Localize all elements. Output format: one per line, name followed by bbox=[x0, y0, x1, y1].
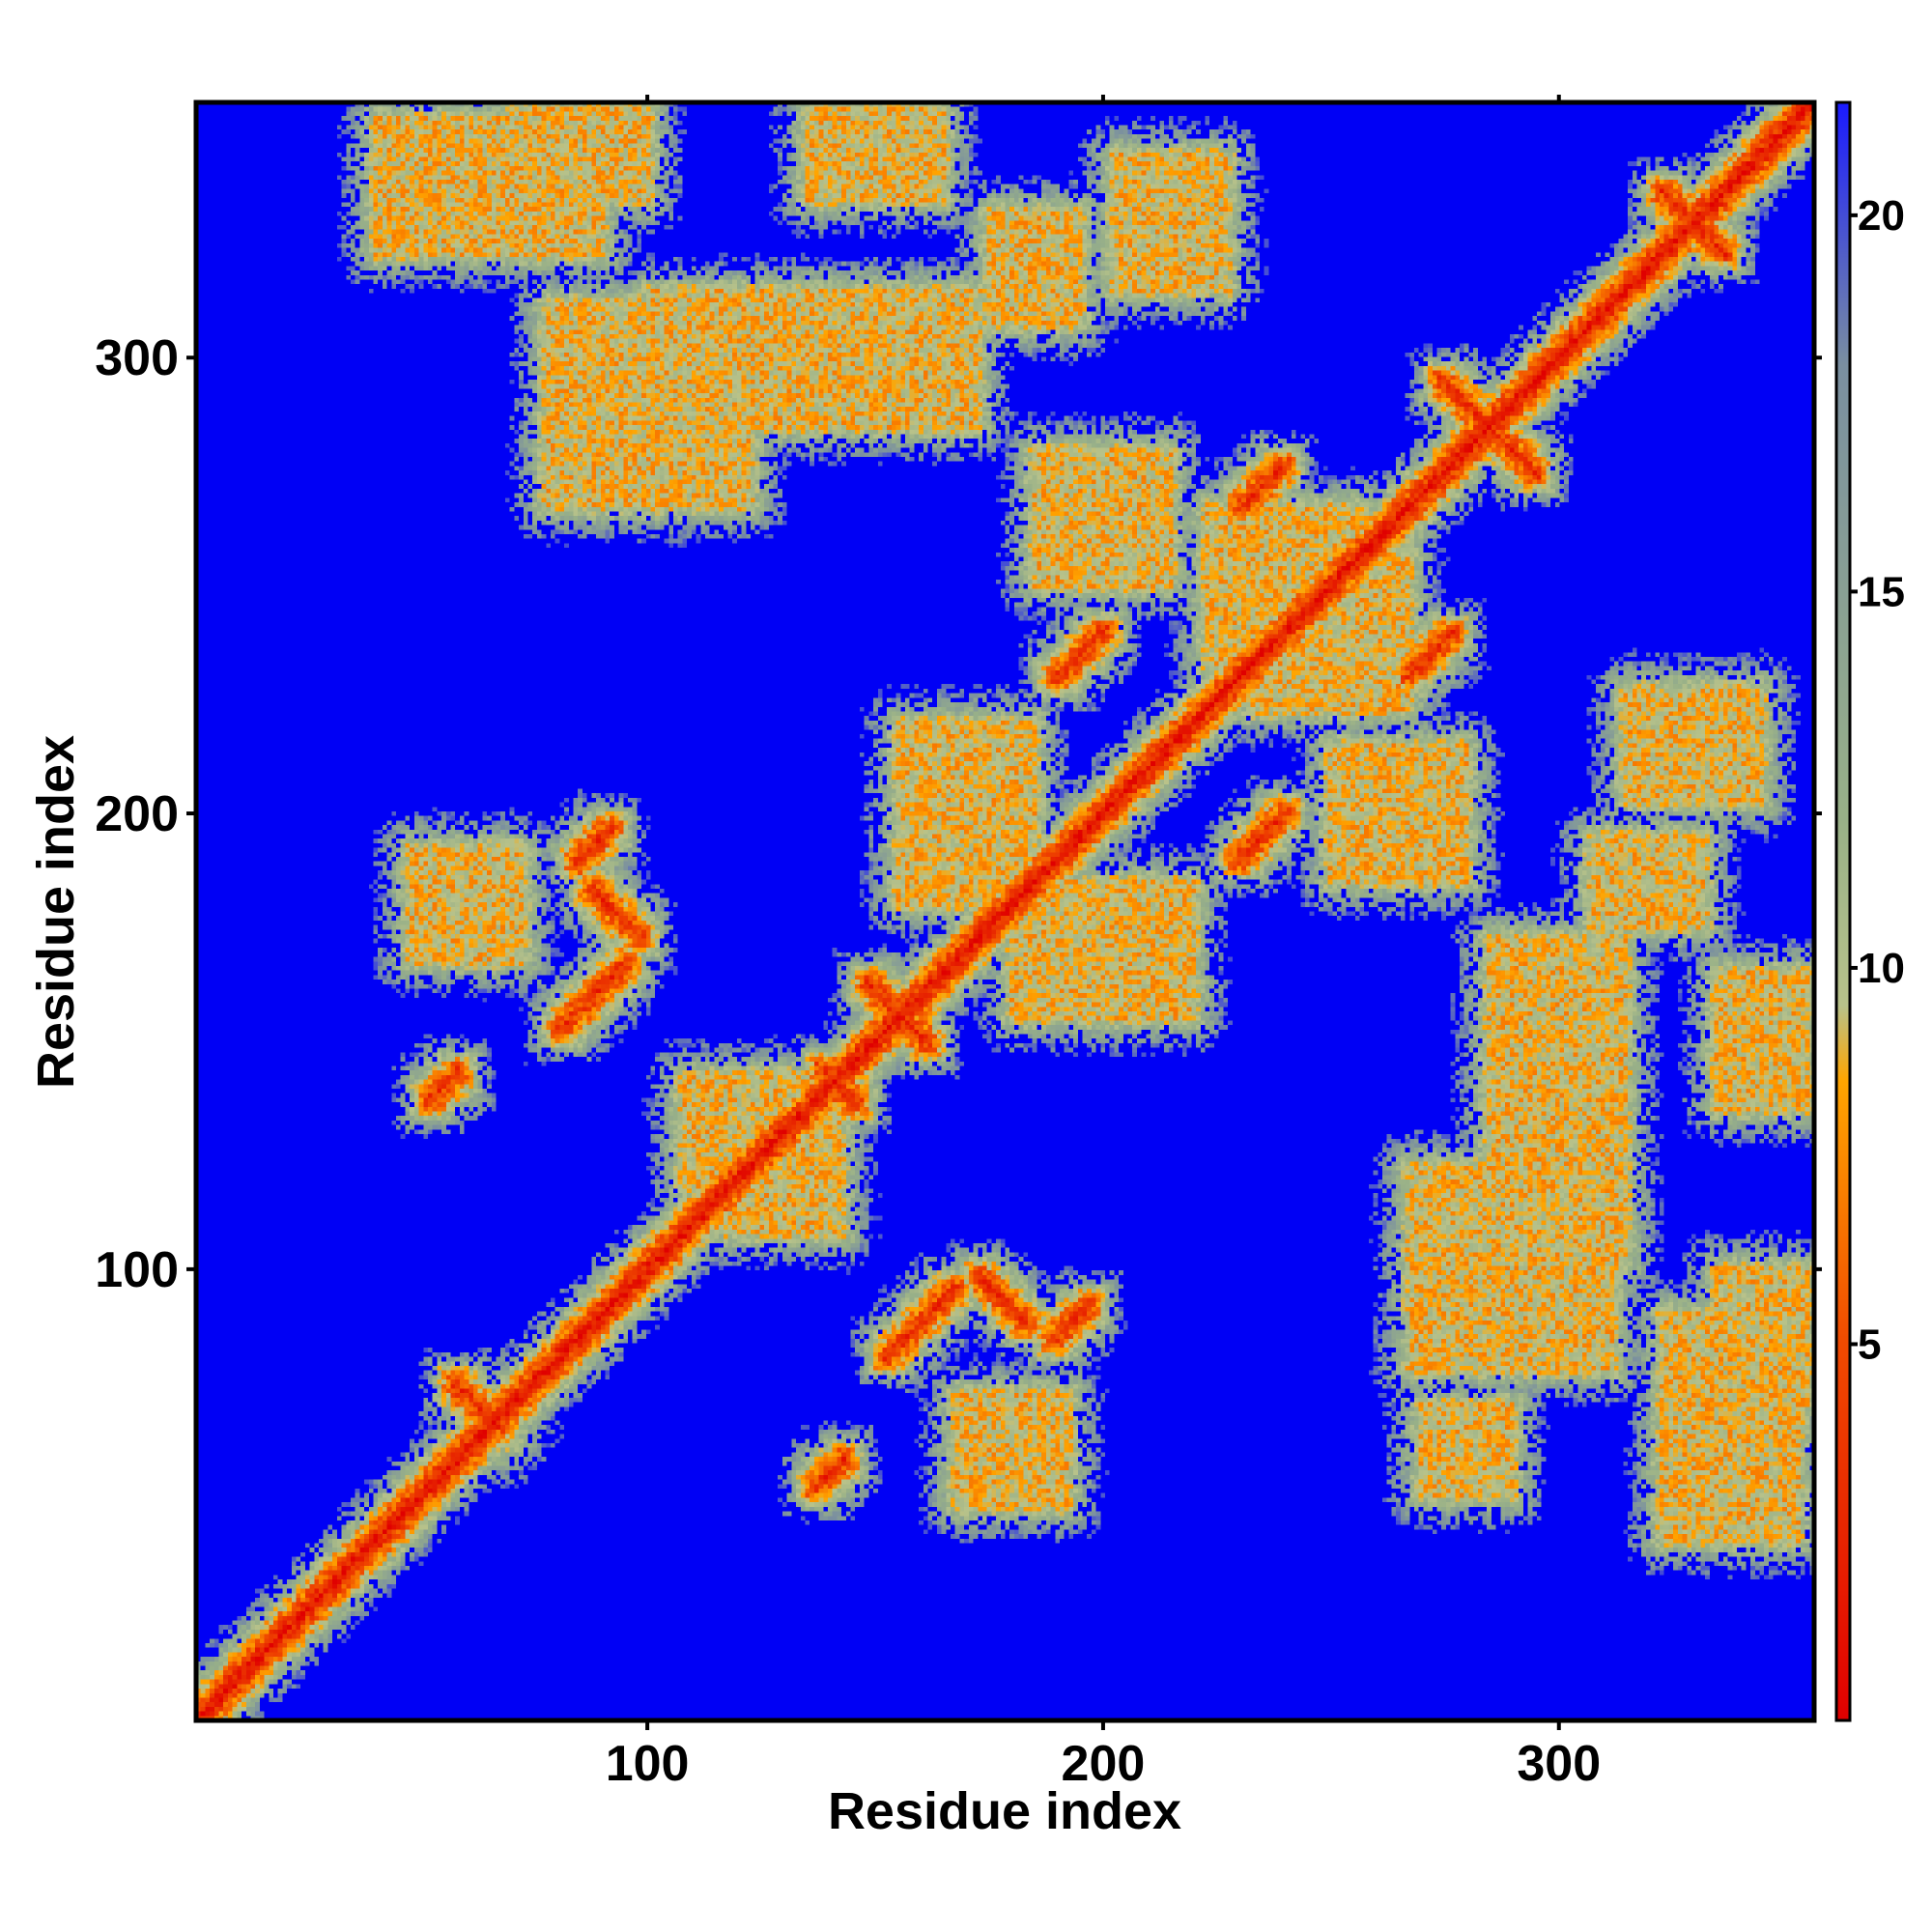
plot-frame bbox=[193, 99, 1817, 1723]
x-tick-label: 200 bbox=[1062, 1736, 1146, 1792]
heatmap-raster bbox=[196, 102, 1814, 1720]
y-tick-label: 100 bbox=[95, 1242, 179, 1298]
colorbar: 5 10 15 20 bbox=[1834, 100, 1905, 1722]
x-tick-label: 100 bbox=[606, 1736, 690, 1792]
colorbar-tick-label: 15 bbox=[1858, 568, 1905, 615]
y-axis-label: Residue index bbox=[27, 735, 85, 1089]
x-axis-ticks: 100 200 300 bbox=[606, 95, 1601, 1792]
x-axis-label: Residue index bbox=[828, 1782, 1181, 1840]
colorbar-tick-label: 5 bbox=[1858, 1321, 1881, 1368]
heatmap-cells bbox=[196, 102, 1814, 1720]
colorbar-tick-label: 20 bbox=[1858, 192, 1905, 240]
y-tick-label: 200 bbox=[95, 786, 179, 842]
colorbar-gradient bbox=[1834, 100, 1852, 1722]
x-tick-label: 300 bbox=[1517, 1736, 1601, 1792]
y-tick-label: 300 bbox=[95, 330, 179, 386]
y-axis-ticks: 100 200 300 bbox=[95, 330, 1822, 1298]
colorbar-tick-label: 10 bbox=[1858, 945, 1905, 992]
